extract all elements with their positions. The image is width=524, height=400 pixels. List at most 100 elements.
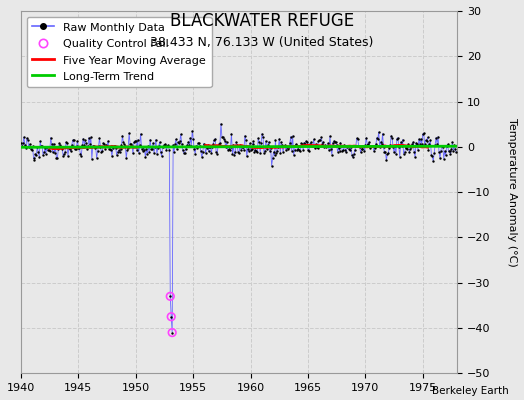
Point	[407, 144, 416, 150]
Point	[285, 144, 293, 150]
Point	[379, 144, 388, 151]
Point	[418, 141, 426, 147]
Point	[75, 145, 84, 151]
Point	[383, 151, 391, 157]
Point	[364, 141, 373, 147]
Point	[357, 146, 366, 152]
Point	[261, 138, 270, 144]
Point	[82, 140, 90, 146]
Point	[193, 145, 201, 151]
Point	[195, 140, 203, 146]
Point	[108, 145, 117, 151]
Point	[216, 140, 224, 146]
Point	[112, 145, 120, 151]
Point	[162, 147, 171, 153]
Point	[161, 141, 170, 148]
Point	[160, 142, 169, 148]
Point	[183, 142, 192, 148]
Point	[166, 293, 174, 300]
Point	[142, 146, 150, 152]
Point	[158, 144, 167, 150]
Point	[406, 146, 414, 152]
Point	[45, 146, 53, 153]
Point	[64, 144, 73, 151]
Point	[23, 135, 31, 141]
Point	[169, 142, 177, 148]
Point	[105, 146, 113, 152]
Point	[244, 146, 252, 152]
Point	[414, 136, 423, 142]
Point	[414, 147, 422, 153]
Point	[324, 140, 332, 146]
Point	[347, 143, 355, 150]
Point	[86, 134, 95, 140]
Point	[301, 141, 309, 147]
Point	[152, 151, 161, 157]
Point	[289, 152, 298, 158]
Point	[372, 141, 380, 148]
Point	[311, 141, 320, 147]
Point	[291, 141, 300, 148]
Point	[331, 138, 339, 145]
Point	[111, 143, 119, 150]
Point	[297, 140, 305, 146]
Point	[203, 142, 212, 148]
Point	[42, 150, 50, 157]
Point	[450, 142, 458, 148]
Point	[62, 139, 70, 146]
Point	[441, 148, 449, 154]
Point	[223, 139, 231, 146]
Point	[229, 142, 237, 148]
Point	[252, 147, 260, 154]
Point	[95, 135, 104, 142]
Point	[265, 139, 273, 145]
Point	[425, 140, 434, 147]
Point	[126, 140, 134, 147]
Point	[283, 144, 291, 150]
Point	[120, 141, 128, 147]
Point	[318, 141, 326, 147]
Point	[34, 149, 42, 155]
Point	[233, 142, 242, 148]
Point	[314, 138, 323, 144]
Point	[436, 155, 444, 161]
Point	[257, 140, 265, 146]
Point	[35, 153, 43, 160]
Point	[150, 150, 158, 156]
Point	[168, 329, 177, 336]
Point	[123, 147, 132, 154]
Point	[420, 141, 429, 147]
Point	[276, 150, 285, 156]
Point	[207, 150, 215, 156]
Point	[322, 144, 330, 150]
Point	[319, 139, 328, 145]
Point	[355, 143, 364, 150]
Point	[129, 150, 137, 156]
Point	[20, 134, 28, 140]
Point	[398, 143, 406, 149]
Point	[287, 134, 295, 140]
Point	[58, 145, 67, 152]
Point	[118, 132, 127, 139]
Point	[392, 151, 400, 157]
Point	[211, 136, 220, 142]
Point	[86, 141, 94, 148]
Point	[438, 142, 446, 149]
Point	[451, 146, 460, 152]
Point	[344, 142, 352, 149]
Point	[373, 135, 381, 141]
Text: 38.433 N, 76.133 W (United States): 38.433 N, 76.133 W (United States)	[150, 36, 374, 49]
Point	[66, 146, 74, 152]
Point	[32, 152, 40, 158]
Point	[68, 142, 76, 148]
Point	[39, 152, 47, 158]
Point	[392, 135, 401, 142]
Point	[133, 147, 141, 153]
Point	[261, 148, 269, 154]
Point	[439, 144, 447, 150]
Point	[97, 148, 106, 155]
Point	[366, 144, 374, 151]
Point	[173, 146, 181, 152]
Point	[100, 140, 108, 147]
Point	[267, 162, 276, 169]
